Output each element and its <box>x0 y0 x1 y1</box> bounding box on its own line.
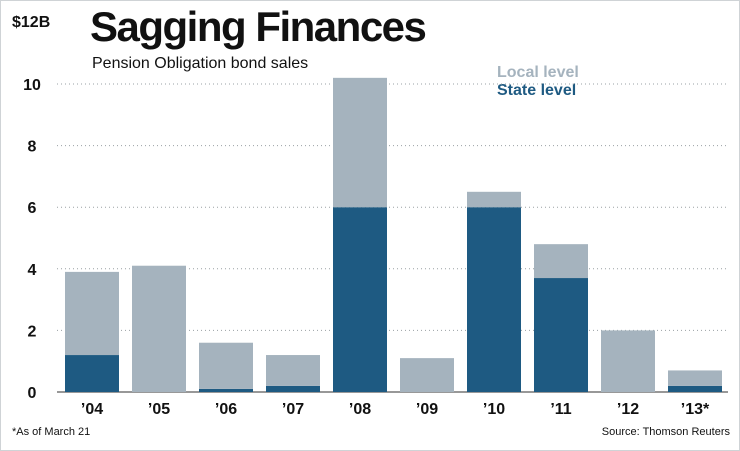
y-tick-labels: 0 2 4 6 8 10 <box>23 77 41 402</box>
x-tick-label: ’04 <box>81 401 103 418</box>
chart-subtitle: Pension Obligation bond sales <box>92 55 309 72</box>
y-tick-label: 2 <box>28 323 37 340</box>
x-tick-label: ’09 <box>416 401 438 418</box>
y-tick-label: 10 <box>23 77 41 94</box>
source-credit: Source: Thomson Reuters <box>601 426 730 438</box>
bar-local-9 <box>668 370 722 386</box>
bar-state-7 <box>534 278 588 392</box>
bar-local-0 <box>65 271 119 356</box>
x-tick-label: ’08 <box>349 401 371 418</box>
bar-state-9 <box>668 385 722 392</box>
bar-local-6 <box>467 191 521 208</box>
bar-local-1 <box>132 265 186 392</box>
bar-local-8 <box>601 330 655 392</box>
legend: Local level State level <box>497 64 579 100</box>
legend-state-level: State level <box>497 82 577 99</box>
x-tick-label: ’11 <box>550 401 571 418</box>
x-tick-label: ’13* <box>681 401 710 418</box>
y-tick-label: 6 <box>28 200 37 217</box>
x-tick-label: ’12 <box>617 401 639 418</box>
y-tick-label: 0 <box>28 385 37 402</box>
bars <box>65 77 722 392</box>
bar-local-3 <box>266 355 320 386</box>
y-tick-label: 4 <box>28 262 37 279</box>
legend-local-level: Local level <box>497 64 579 81</box>
x-tick-labels: ’04 ’05 ’06 ’07 ’08 ’09 ’10 ’11 ’12 ’13* <box>81 401 710 418</box>
y-tick-label: 8 <box>28 139 37 156</box>
bar-state-2 <box>199 388 253 392</box>
bar-local-5 <box>400 358 454 392</box>
footnote: *As of March 21 <box>12 426 91 438</box>
chart-title: Sagging Finances <box>90 3 427 50</box>
bar-state-4 <box>333 207 387 392</box>
bar-state-3 <box>266 385 320 392</box>
bar-local-2 <box>199 342 253 389</box>
x-tick-label: ’06 <box>215 401 237 418</box>
bar-local-4 <box>333 77 387 208</box>
x-tick-label: ’05 <box>148 401 170 418</box>
x-tick-label: ’10 <box>483 401 505 418</box>
x-tick-label: ’07 <box>282 401 304 418</box>
bar-state-0 <box>65 355 119 392</box>
bar-local-7 <box>534 244 588 279</box>
bar-state-6 <box>467 207 521 392</box>
y-axis-max-label: $12B <box>12 14 51 31</box>
